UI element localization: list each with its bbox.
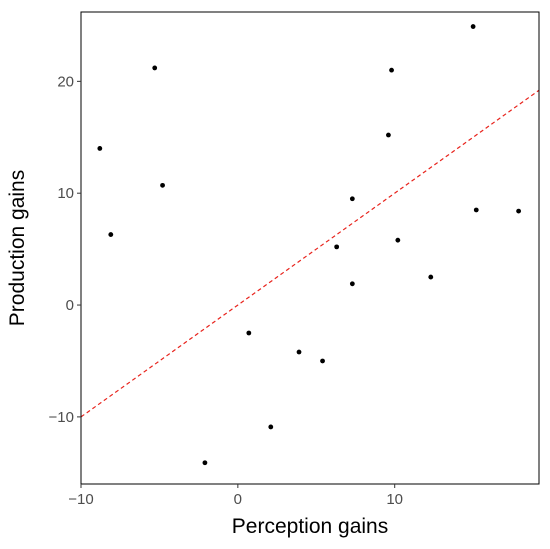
y-tick-label: 20 bbox=[57, 73, 74, 90]
data-point bbox=[395, 237, 401, 243]
reference-line bbox=[80, 89, 540, 418]
points-layer bbox=[97, 24, 522, 466]
data-point bbox=[516, 208, 522, 214]
data-point bbox=[473, 207, 479, 213]
y-tick-label: −10 bbox=[49, 409, 74, 426]
data-point bbox=[349, 281, 355, 287]
data-point bbox=[386, 132, 391, 138]
data-point bbox=[428, 274, 434, 280]
y-tick-label: 0 bbox=[66, 297, 74, 314]
y-axis-title: Production gains bbox=[6, 170, 29, 326]
x-axis: −10 0 10 bbox=[68, 484, 403, 508]
plot-border bbox=[80, 11, 540, 485]
data-point bbox=[202, 460, 208, 466]
data-point bbox=[268, 424, 274, 430]
y-tick-label: 10 bbox=[57, 185, 74, 202]
data-point bbox=[470, 24, 476, 29]
x-tick-label: −10 bbox=[68, 491, 93, 508]
data-point bbox=[320, 358, 325, 364]
data-point bbox=[389, 67, 394, 73]
data-point bbox=[334, 244, 340, 250]
reference-line-layer bbox=[80, 89, 540, 418]
data-point bbox=[246, 330, 252, 336]
plot-area bbox=[81, 12, 539, 484]
x-axis-title: Perception gains bbox=[232, 515, 388, 538]
data-point bbox=[296, 349, 302, 355]
y-axis: −10 0 10 20 bbox=[49, 73, 81, 426]
data-point bbox=[160, 182, 165, 188]
x-tick-label: 0 bbox=[234, 491, 242, 508]
data-point bbox=[152, 65, 158, 71]
data-point bbox=[97, 146, 103, 151]
x-tick-label: 10 bbox=[386, 491, 403, 508]
data-point bbox=[108, 232, 114, 237]
data-point bbox=[349, 196, 355, 202]
